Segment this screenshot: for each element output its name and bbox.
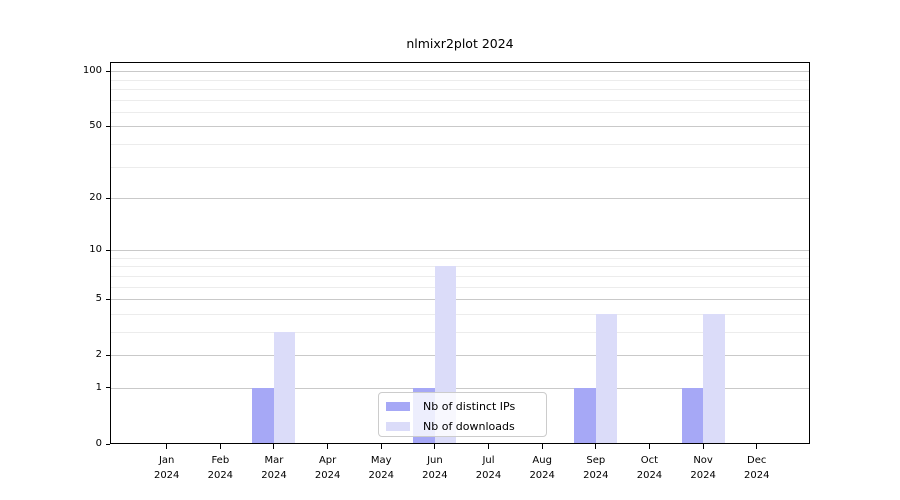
gridline-minor: [111, 313, 809, 315]
bar-distinct-ips: [252, 387, 274, 443]
x-tick-label-month: Jan: [158, 455, 175, 466]
x-tick: [756, 444, 758, 449]
x-tick: [166, 444, 168, 449]
x-tick-label-month: Sep: [586, 455, 606, 466]
x-tick-label-month: Apr: [318, 455, 337, 466]
x-tick: [541, 444, 543, 449]
y-tick-label: 5: [95, 293, 102, 305]
y-tick-label: 0: [95, 438, 102, 449]
x-tick-label: Jul 2024: [459, 453, 519, 483]
gridline-minor: [111, 79, 809, 81]
gridline-minor: [111, 111, 809, 113]
gridline-minor: [111, 257, 809, 259]
y-tick-label: 20: [89, 192, 102, 203]
x-tick: [219, 444, 221, 449]
legend-item-downloads: Nb of downloads: [386, 416, 546, 436]
x-tick-label-year: 2024: [529, 470, 555, 481]
x-tick: [273, 444, 275, 449]
y-tick: [106, 70, 110, 72]
x-tick-label: Sep 2024: [566, 453, 626, 483]
gridline-major: [111, 126, 809, 128]
x-tick-label-month: May: [370, 455, 392, 466]
x-tick: [702, 444, 704, 449]
x-tick-label-month: Nov: [693, 455, 713, 466]
y-tick-label: 50: [89, 120, 102, 132]
bar-distinct-ips: [681, 387, 704, 443]
x-tick-label-month: Jun: [427, 455, 443, 466]
x-tick-label-year: 2024: [583, 470, 609, 481]
gridline-minor: [111, 286, 809, 288]
y-tick-label: 2: [95, 349, 102, 361]
y-tick: [106, 197, 110, 199]
y-tick: [106, 354, 110, 356]
bar-downloads: [273, 331, 296, 443]
gridline-major: [111, 71, 809, 73]
y-tick: [106, 125, 110, 127]
gridline-minor: [111, 88, 809, 90]
legend-label-distinct-ips: Nb of distinct IPs: [423, 399, 516, 413]
x-tick-label-year: 2024: [422, 470, 448, 481]
y-tick: [106, 443, 110, 445]
gridline-minor: [111, 331, 809, 333]
gridline-major: [111, 387, 809, 389]
y-tick-label: 1: [95, 381, 102, 393]
x-tick-label: May 2024: [351, 453, 411, 483]
y-tick: [106, 249, 110, 251]
legend-label-downloads: Nb of downloads: [423, 419, 515, 433]
x-tick-label: Oct 2024: [619, 453, 679, 483]
x-tick-label-month: Jul: [482, 455, 495, 466]
x-tick-label-year: 2024: [314, 470, 341, 481]
legend-swatch-downloads: [386, 421, 410, 431]
gridline-minor: [111, 99, 809, 101]
x-tick-label-month: Feb: [211, 455, 230, 466]
x-tick-label: Mar 2024: [244, 453, 304, 483]
gridline-major: [111, 299, 809, 301]
x-tick-label: Feb 2024: [190, 453, 250, 483]
x-tick: [380, 444, 382, 449]
plot-area: [110, 62, 810, 444]
y-tick-label: 100: [82, 65, 102, 77]
x-tick: [595, 444, 597, 449]
x-tick: [488, 444, 490, 449]
x-tick-label: Apr 2024: [298, 453, 358, 483]
x-tick-label-year: 2024: [153, 470, 180, 481]
bar-downloads: [703, 313, 725, 443]
gridline-major: [111, 198, 809, 199]
x-tick-label: Jun 2024: [405, 453, 465, 483]
x-tick-label-year: 2024: [744, 470, 770, 481]
x-tick-label: Jan 2024: [137, 453, 197, 483]
legend-item-distinct-ips: Nb of distinct IPs: [386, 396, 546, 416]
y-tick: [106, 298, 110, 300]
gridline-minor: [111, 275, 809, 277]
y-tick-label: 10: [89, 244, 102, 256]
gridline-minor: [111, 143, 809, 145]
bar-distinct-ips: [574, 387, 596, 443]
gridline-major: [111, 355, 809, 357]
legend: Nb of distinct IPs Nb of downloads: [378, 392, 547, 437]
gridline-minor: [111, 266, 809, 268]
x-tick-label: Aug 2024: [512, 453, 572, 483]
x-tick-label-month: Mar: [264, 455, 284, 466]
x-tick-label-month: Oct: [640, 455, 659, 466]
legend-swatch-distinct-ips: [386, 401, 410, 411]
x-tick-label: Dec 2024: [727, 453, 787, 483]
x-tick-label-year: 2024: [368, 470, 394, 481]
x-tick-label-year: 2024: [475, 470, 502, 481]
gridline-major: [111, 250, 809, 252]
x-tick: [327, 444, 329, 449]
x-tick-label-month: Aug: [532, 455, 552, 466]
chart-title: nlmixr2plot 2024: [406, 36, 514, 51]
x-tick-label-year: 2024: [636, 470, 663, 481]
x-tick-label: Nov 2024: [673, 453, 733, 483]
gridline-minor: [111, 166, 809, 168]
y-tick: [106, 387, 110, 389]
x-tick-label-year: 2024: [261, 470, 287, 481]
x-tick-label-month: Dec: [747, 455, 767, 466]
bar-downloads: [595, 313, 618, 443]
x-tick-label-year: 2024: [690, 470, 716, 481]
x-tick: [648, 444, 650, 449]
x-tick: [434, 444, 436, 449]
x-tick-label-year: 2024: [207, 470, 234, 481]
